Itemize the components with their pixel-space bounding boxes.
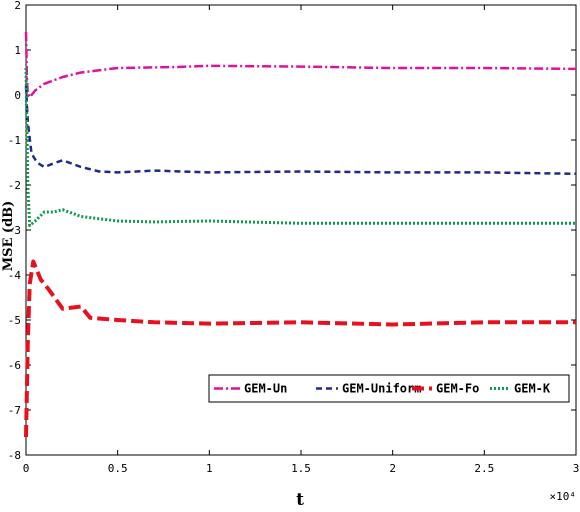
series-line-gem-fo	[24, 259, 576, 438]
x-tick-label: 0.5	[108, 462, 128, 475]
x-tick-label: 0	[23, 462, 30, 475]
x-tick-label: 1	[206, 462, 213, 475]
legend-label: GEM-Un	[244, 382, 287, 396]
y-tick-label: -7	[8, 404, 21, 417]
y-tick-label: -8	[8, 449, 21, 462]
y-tick-label: -5	[8, 314, 21, 327]
y-tick-label: 0	[14, 89, 21, 102]
legend-box	[208, 374, 570, 403]
series-line-gem-uniform	[24, 85, 577, 176]
x-axis-multiplier: ×10⁴	[550, 490, 577, 503]
x-tick-label: 2.5	[474, 462, 494, 475]
y-tick-label: -4	[8, 269, 22, 282]
y-axis-label: MSE (dB)	[1, 201, 16, 272]
y-tick-label: 1	[14, 44, 21, 57]
y-tick-label: -6	[8, 359, 21, 372]
legend-label: GEM-K	[514, 382, 551, 396]
series-line-gem-k	[24, 67, 576, 227]
x-axis-label: t	[296, 490, 304, 510]
legend-label: GEM-Fo	[436, 382, 479, 396]
y-tick-label: -3	[8, 224, 21, 237]
y-tick-label: 2	[14, 0, 21, 12]
x-tick-label: 3	[573, 462, 580, 475]
y-tick-label: -1	[8, 134, 21, 147]
x-tick-label: 1.5	[291, 462, 311, 475]
series-line-gem-un	[24, 31, 577, 99]
y-tick-label: -2	[8, 179, 21, 192]
legend-label: GEM-Uniform	[342, 382, 421, 396]
x-tick-label: 2	[389, 462, 396, 475]
